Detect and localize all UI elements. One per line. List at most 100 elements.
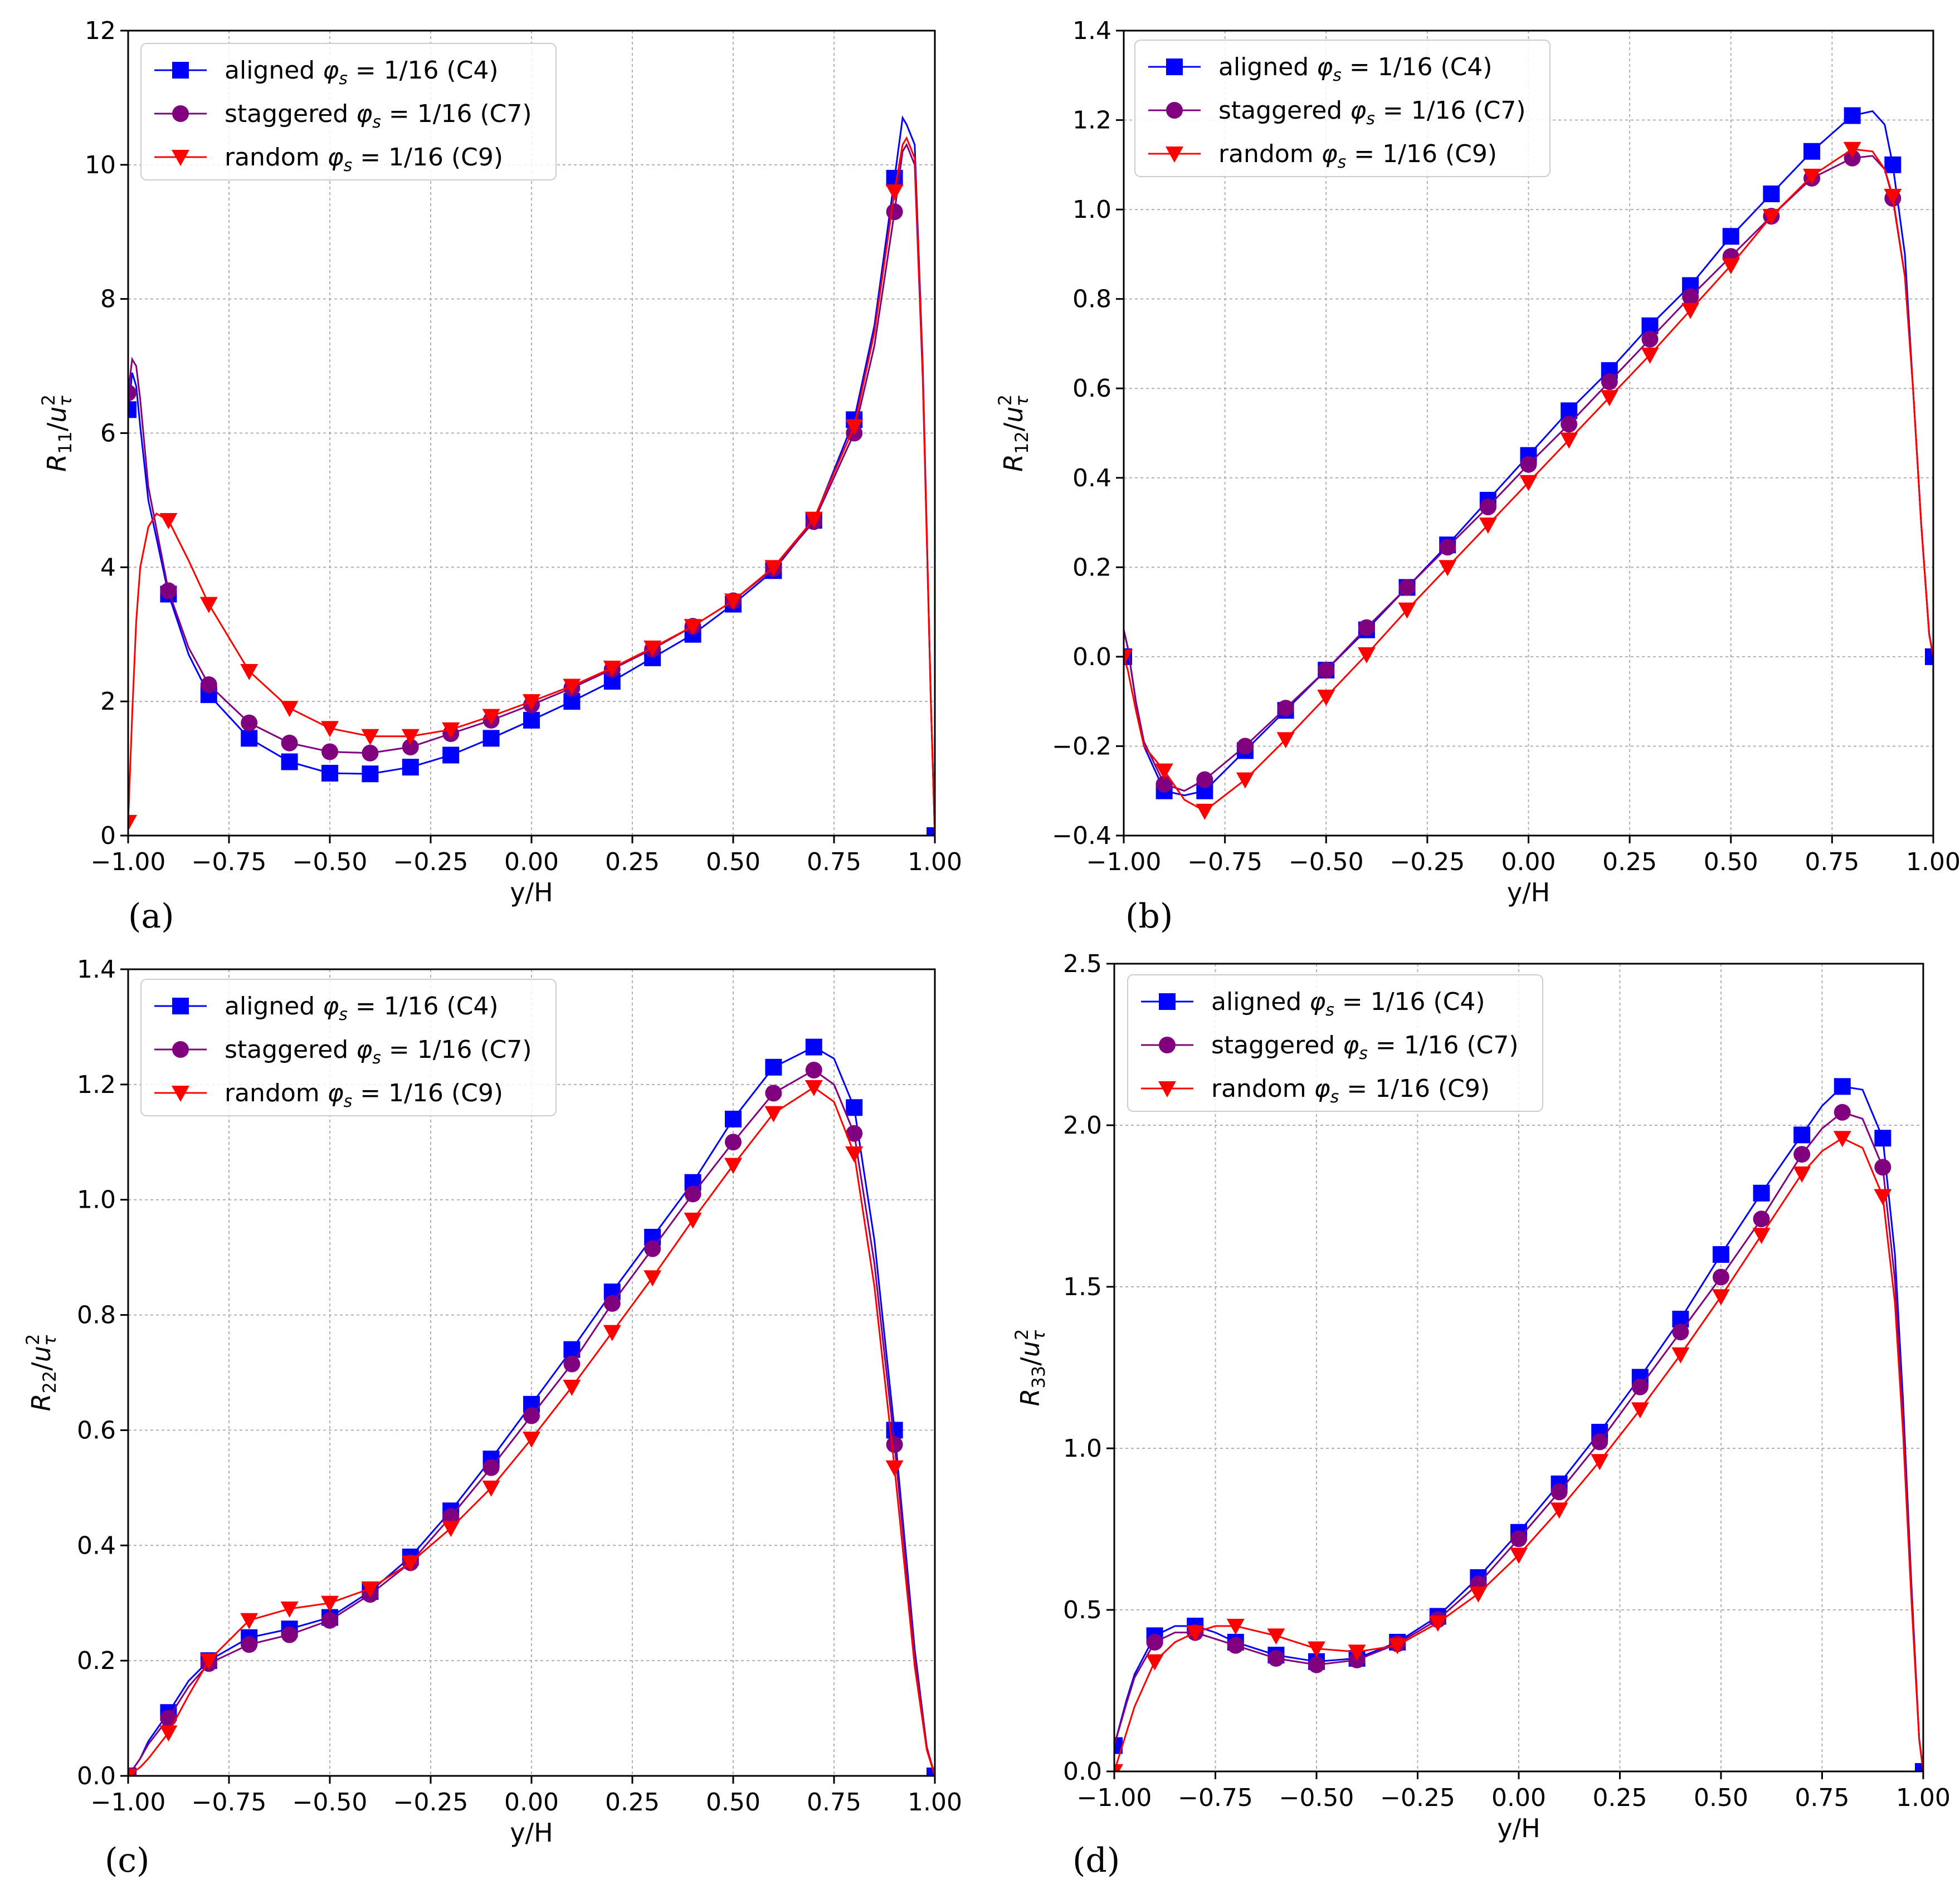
plot-area bbox=[1124, 107, 1933, 820]
data-point-triangle bbox=[684, 1212, 702, 1229]
legend-label: random φs = 1/16 (C9) bbox=[225, 143, 503, 175]
data-point-triangle bbox=[563, 1379, 581, 1396]
axes-frame bbox=[1113, 963, 1924, 1773]
data-point-circle bbox=[523, 1407, 540, 1424]
data-point-triangle bbox=[1196, 803, 1214, 820]
y-axis-label-slash: / bbox=[42, 422, 72, 431]
legend-marker-triangle bbox=[172, 150, 189, 166]
series-line-triangle-down bbox=[128, 1086, 935, 1776]
x-tick-label: −0.25 bbox=[393, 1788, 469, 1817]
data-point-triangle bbox=[401, 729, 420, 745]
series-line-square bbox=[128, 115, 935, 836]
data-point-triangle bbox=[280, 1602, 299, 1618]
series-line-circle bbox=[128, 143, 935, 836]
data-point-circle bbox=[1631, 1378, 1649, 1395]
x-tick-label: −0.75 bbox=[192, 848, 267, 876]
legend-label-prefix: aligned bbox=[225, 992, 323, 1021]
legend-label-sub: s bbox=[1333, 66, 1342, 85]
data-point-triangle bbox=[1439, 560, 1457, 577]
legend-label-prefix: random bbox=[225, 1079, 328, 1107]
y-tick-label: 4 bbox=[100, 553, 116, 582]
y-axis-label-sup: 2 bbox=[1011, 1329, 1032, 1340]
x-tick-label: 0.25 bbox=[605, 1788, 660, 1817]
chart-panel-c: −1.00 −0.75 −0.50 −0.25 0.00 0.25 0.50 0.75 1.00… bbox=[22, 955, 962, 1880]
y-axis-label-tau: τ bbox=[39, 1335, 60, 1346]
data-point-circle bbox=[128, 384, 136, 402]
x-tick-label: 0.75 bbox=[807, 848, 861, 876]
data-point-triangle bbox=[482, 1480, 500, 1497]
data-point-triangle bbox=[482, 709, 500, 725]
data-point-triangle bbox=[603, 660, 621, 677]
x-tick-label: 1.00 bbox=[1906, 848, 1960, 876]
y-tick-label: 0.2 bbox=[1072, 553, 1111, 582]
data-point-triangle bbox=[1388, 1638, 1407, 1654]
data-point-square bbox=[523, 711, 540, 729]
axes-frame bbox=[1123, 30, 1934, 837]
data-point-triangle bbox=[1600, 390, 1618, 407]
data-point-circle bbox=[1196, 771, 1213, 788]
data-point-circle bbox=[1227, 1637, 1244, 1654]
legend-label-phi: φ bbox=[1322, 140, 1338, 168]
legend-label-sub: s bbox=[372, 113, 381, 132]
y-tick-label: 1.0 bbox=[77, 1186, 116, 1214]
data-point-square bbox=[725, 1110, 742, 1127]
y-tick-label: 0.0 bbox=[1072, 643, 1111, 671]
y-tick-label: 1.2 bbox=[77, 1071, 116, 1099]
y-axis-label-base: R bbox=[26, 1394, 56, 1412]
legend-marker-square bbox=[1166, 58, 1183, 75]
data-point-triangle bbox=[1236, 772, 1254, 789]
y-axis-label-sup: 2 bbox=[22, 1334, 43, 1345]
y-axis-label-tau: τ bbox=[1028, 1330, 1049, 1341]
legend-label-phi: φ bbox=[356, 1036, 372, 1064]
x-tick-label: 0.75 bbox=[1805, 848, 1859, 876]
data-point-circle bbox=[1844, 149, 1861, 167]
data-point-triangle bbox=[442, 1521, 460, 1537]
data-point-circle bbox=[281, 1626, 298, 1643]
data-point-triangle bbox=[128, 1769, 137, 1776]
data-point-triangle bbox=[643, 640, 662, 657]
data-point-circle bbox=[1318, 661, 1335, 678]
y-tick-label: 2 bbox=[100, 687, 116, 716]
data-point-triangle bbox=[1348, 1644, 1366, 1661]
data-point-triangle bbox=[159, 513, 178, 530]
data-point-triangle bbox=[1591, 1454, 1609, 1471]
legend-marker-triangle bbox=[1166, 147, 1183, 163]
data-point-square bbox=[402, 759, 419, 776]
legend-label-prefix: aligned bbox=[1211, 988, 1309, 1016]
x-tick-label: 0.00 bbox=[1491, 1784, 1546, 1812]
y-tick-label: 1.0 bbox=[1072, 196, 1111, 224]
data-point-square bbox=[1844, 107, 1861, 124]
y-axis-label-base: R bbox=[998, 454, 1028, 472]
data-point-circle bbox=[1520, 456, 1537, 473]
data-point-circle bbox=[1672, 1324, 1689, 1341]
x-tick-label: −0.50 bbox=[1289, 848, 1364, 876]
data-point-circle bbox=[805, 1062, 822, 1078]
legend-label-sub: s bbox=[344, 1092, 353, 1111]
data-point-circle bbox=[241, 714, 258, 731]
y-tick-label: 8 bbox=[100, 285, 116, 314]
legend-label-prefix: staggered bbox=[225, 1036, 356, 1064]
data-point-square bbox=[1925, 648, 1933, 665]
data-point-triangle bbox=[1398, 602, 1416, 619]
chart-panel-d: −1.00 −0.75 −0.50 −0.25 0.00 0.25 0.50 0.75 1.00… bbox=[1011, 950, 1951, 1880]
data-point-triangle bbox=[401, 1555, 420, 1572]
data-point-triangle bbox=[1186, 1625, 1205, 1642]
data-point-triangle bbox=[1712, 1289, 1730, 1306]
y-axis-label-tau: τ bbox=[55, 396, 76, 407]
y-tick-label: −0.2 bbox=[1052, 732, 1111, 760]
plot-area bbox=[1114, 1078, 1923, 1771]
y-axis-label-u: u bbox=[42, 407, 72, 423]
y-tick-label: 0.6 bbox=[1072, 374, 1111, 403]
series-line-square bbox=[128, 1046, 935, 1776]
data-point-triangle bbox=[1124, 649, 1133, 666]
y-axis-label-slash: / bbox=[1015, 1357, 1045, 1366]
legend-label-phi: φ bbox=[328, 143, 344, 172]
y-tick-label: 0.0 bbox=[77, 1762, 116, 1790]
x-tick-label: 0.25 bbox=[1593, 1784, 1647, 1812]
legend-label-prefix: staggered bbox=[225, 100, 356, 128]
y-axis-label-base: R bbox=[42, 454, 72, 472]
data-point-triangle bbox=[1550, 1502, 1568, 1519]
data-point-circle bbox=[362, 744, 379, 761]
x-tick-label: 0.75 bbox=[1795, 1784, 1850, 1812]
